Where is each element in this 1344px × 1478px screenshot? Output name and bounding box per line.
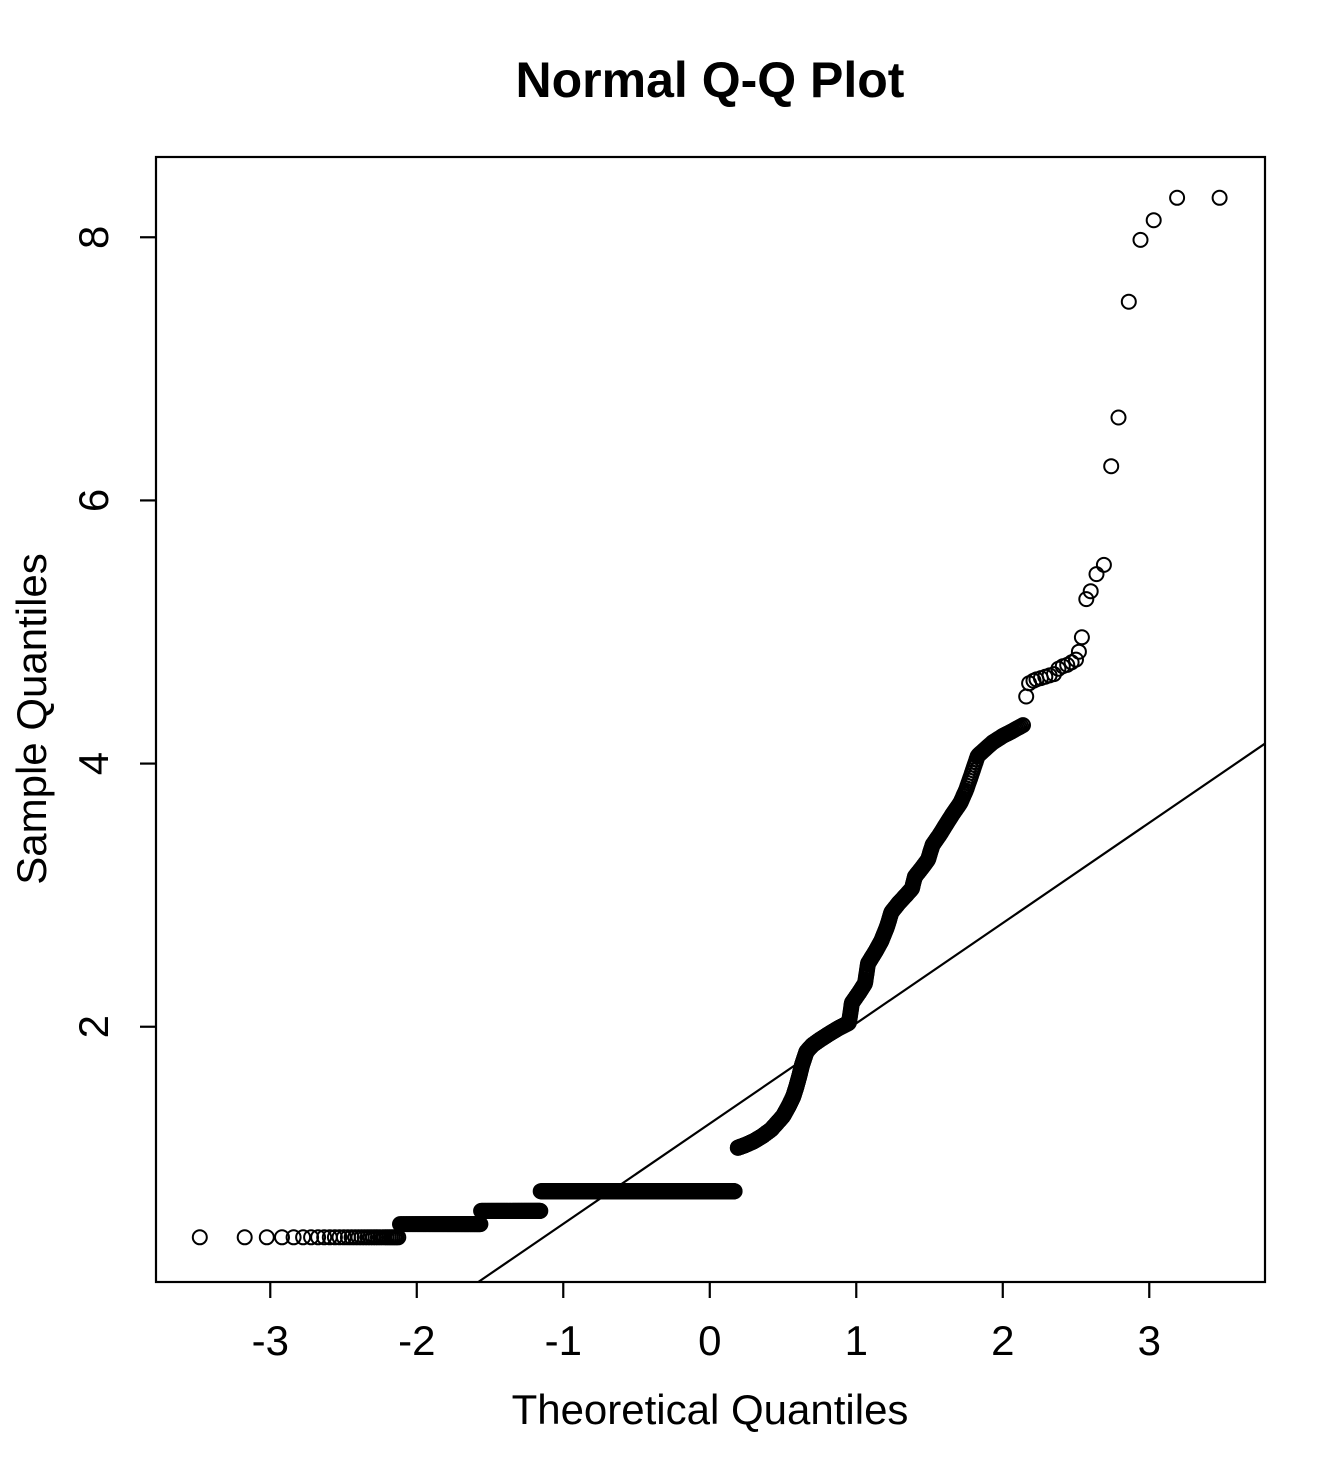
x-tick-label: 1 xyxy=(845,1317,868,1364)
data-point xyxy=(316,1229,333,1246)
data-point xyxy=(310,1229,327,1246)
data-point xyxy=(1169,189,1186,206)
data-point xyxy=(532,1202,549,1219)
data-point xyxy=(285,1229,302,1246)
data-point xyxy=(258,1229,275,1246)
y-axis-label: Sample Quantiles xyxy=(8,553,55,885)
data-point xyxy=(1082,583,1099,600)
x-axis-label: Theoretical Quantiles xyxy=(512,1386,909,1433)
data-point xyxy=(1018,688,1035,705)
data-point xyxy=(1068,651,1084,668)
data-point xyxy=(1095,556,1112,573)
data-point xyxy=(1078,591,1095,608)
data-point xyxy=(1110,409,1127,426)
data-point xyxy=(1132,231,1149,248)
x-tick-label: 2 xyxy=(991,1317,1014,1364)
x-tick-label: -1 xyxy=(545,1317,582,1364)
y-tick-label: 6 xyxy=(70,489,117,512)
data-point xyxy=(274,1229,290,1246)
data-point xyxy=(1015,717,1031,734)
qq-reference-line xyxy=(477,742,1266,1283)
y-axis: 2 4 6 8 xyxy=(70,226,156,1038)
data-point xyxy=(1088,566,1105,583)
x-tick-label: -2 xyxy=(398,1317,435,1364)
data-points-layer xyxy=(191,189,1228,1246)
y-tick-label: 8 xyxy=(70,226,117,249)
data-point xyxy=(331,1229,348,1246)
y-tick-label: 4 xyxy=(70,752,117,775)
data-point xyxy=(1046,666,1062,683)
data-point xyxy=(1070,643,1087,660)
data-point xyxy=(191,1229,208,1246)
data-point xyxy=(1120,293,1137,310)
data-point xyxy=(1073,629,1090,646)
data-point xyxy=(1211,189,1228,206)
x-axis: -3 -2 -1 0 1 2 3 xyxy=(252,1282,1161,1364)
data-point xyxy=(1103,458,1120,475)
x-tick-label: -3 xyxy=(252,1317,289,1364)
plot-box xyxy=(154,155,1267,1284)
data-point xyxy=(1145,212,1162,229)
data-point xyxy=(726,1183,743,1200)
x-tick-label: 0 xyxy=(698,1317,721,1364)
x-tick-label: 3 xyxy=(1138,1317,1161,1364)
y-tick-label: 2 xyxy=(70,1015,117,1038)
chart-title: Normal Q-Q Plot xyxy=(516,52,905,108)
data-point xyxy=(236,1229,253,1246)
